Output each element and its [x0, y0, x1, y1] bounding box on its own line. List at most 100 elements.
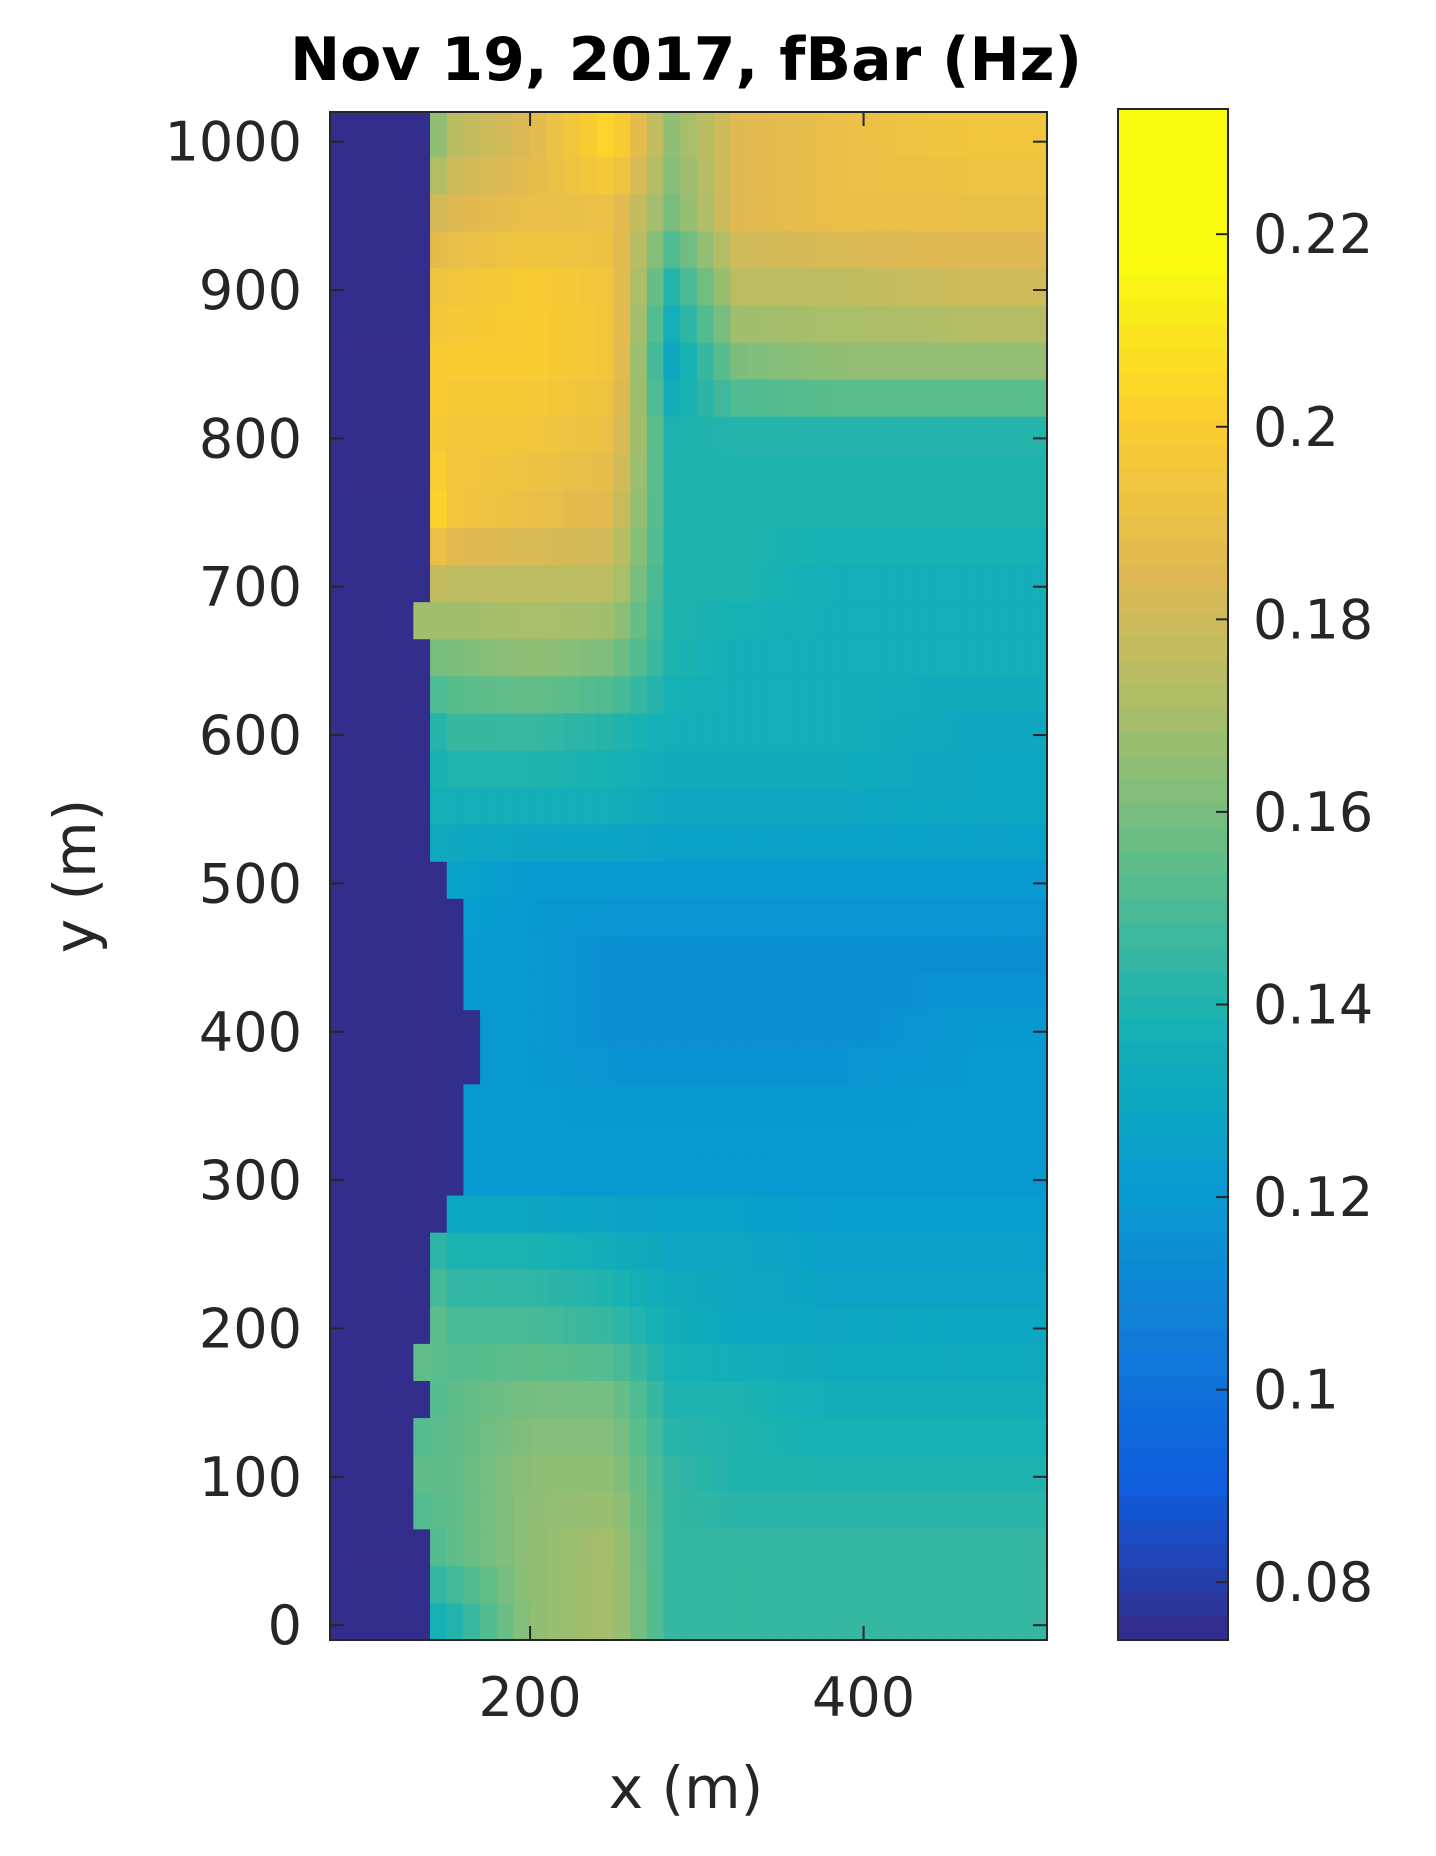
heatmap-cell [546, 193, 565, 232]
heatmap-cell [746, 119, 765, 158]
colorbar-swatch [1118, 1329, 1228, 1354]
heatmap-cell [596, 1380, 615, 1419]
heatmap-cell [846, 1528, 865, 1567]
heatmap-cell [1013, 1380, 1031, 1419]
heatmap-cell [496, 1269, 515, 1307]
heatmap-cell [630, 453, 648, 491]
heatmap-cell [980, 453, 998, 491]
heatmap-cell [596, 416, 615, 454]
heatmap-cell [480, 1454, 498, 1493]
heatmap-cell [946, 1157, 965, 1196]
y-tick-label: 300 [199, 1149, 302, 1212]
heatmap-cell [380, 898, 398, 936]
heatmap-cell [1030, 1194, 1048, 1233]
heatmap-cell [863, 1528, 881, 1567]
heatmap-cell [463, 1343, 481, 1381]
heatmap-cell [946, 416, 965, 454]
colorbar-swatch [1118, 491, 1228, 517]
heatmap-cell [396, 601, 414, 640]
heatmap-cell [563, 112, 581, 121]
heatmap-cell [480, 675, 498, 714]
heatmap-cell [746, 156, 765, 195]
heatmap-cell [563, 824, 581, 862]
heatmap-cell [496, 601, 515, 640]
heatmap-cell [463, 156, 481, 195]
heatmap-cell [380, 1454, 398, 1493]
heatmap-cell [930, 638, 948, 677]
heatmap-cell [363, 824, 381, 862]
heatmap-cell [896, 786, 915, 825]
heatmap-cell [646, 156, 665, 195]
heatmap-cell [663, 601, 681, 640]
heatmap-cell [846, 935, 865, 974]
heatmap-cell [563, 1157, 581, 1196]
heatmap-cell [480, 1602, 498, 1641]
heatmap-cell [946, 1083, 965, 1122]
heatmap-cell [596, 1602, 615, 1641]
heatmap-cell [680, 1157, 698, 1196]
heatmap-cell [796, 1491, 815, 1530]
heatmap-cell [430, 898, 448, 936]
heatmap-cell [730, 786, 748, 825]
heatmap-cell [963, 1602, 981, 1641]
heatmap-cell [646, 1194, 665, 1233]
heatmap-cell [413, 304, 431, 343]
heatmap-cell [646, 1083, 665, 1122]
heatmap-cell [730, 230, 748, 269]
heatmap-cell [446, 304, 464, 343]
colorbar-swatch [1118, 1209, 1228, 1234]
heatmap-cell [630, 935, 648, 974]
heatmap-cell [1030, 416, 1048, 454]
heatmap-cell [513, 1343, 531, 1381]
heatmap-cell [846, 786, 865, 825]
heatmap-cell [413, 267, 431, 306]
heatmap-cell [813, 1120, 831, 1159]
heatmap-cell [913, 675, 931, 714]
heatmap-cell [530, 1528, 548, 1567]
y-tick-label: 800 [199, 407, 302, 470]
heatmap-cell [346, 675, 364, 714]
heatmap-cell [646, 1565, 665, 1604]
heatmap-cell [396, 749, 414, 788]
heatmap-cell [496, 304, 515, 343]
heatmap-cell [763, 1528, 781, 1567]
heatmap-cell [813, 416, 831, 454]
heatmap-cell [1013, 527, 1031, 566]
heatmap-cell [813, 638, 831, 677]
heatmap-cell [430, 1009, 448, 1048]
heatmap-cell [946, 527, 965, 566]
colorbar-swatch [1118, 730, 1228, 756]
heatmap-cell [946, 749, 965, 788]
heatmap-cell [780, 1602, 798, 1641]
heatmap-cell [980, 112, 998, 121]
heatmap-cell [896, 1454, 915, 1493]
heatmap-cell [930, 453, 948, 491]
heatmap-cell [346, 1417, 364, 1456]
heatmap-cell [813, 379, 831, 417]
heatmap-cell [563, 1232, 581, 1270]
heatmap-cell [846, 1380, 865, 1419]
heatmap-cell [880, 638, 898, 677]
heatmap-cell [496, 1009, 515, 1048]
heatmap-cell [346, 341, 364, 380]
heatmap-cell [613, 675, 631, 714]
heatmap-cell [696, 564, 715, 603]
heatmap-cell [1030, 1009, 1048, 1048]
heatmap-cell [896, 304, 915, 343]
heatmap-cell [813, 1009, 831, 1048]
heatmap-cell [630, 712, 648, 751]
heatmap-cell [363, 1232, 381, 1270]
heatmap-cell [530, 156, 548, 195]
heatmap-cell [496, 416, 515, 454]
heatmap-cell [863, 416, 881, 454]
heatmap-cell [680, 786, 698, 825]
heatmap-cell [413, 1528, 431, 1567]
heatmap-cell [863, 341, 881, 380]
heatmap-cell [630, 1232, 648, 1270]
heatmap-cell [396, 230, 414, 269]
heatmap-cell [363, 861, 381, 899]
heatmap-cell [830, 1120, 848, 1159]
heatmap-cell [830, 1157, 848, 1196]
heatmap-cell [946, 112, 965, 121]
heatmap-cell [846, 1120, 865, 1159]
